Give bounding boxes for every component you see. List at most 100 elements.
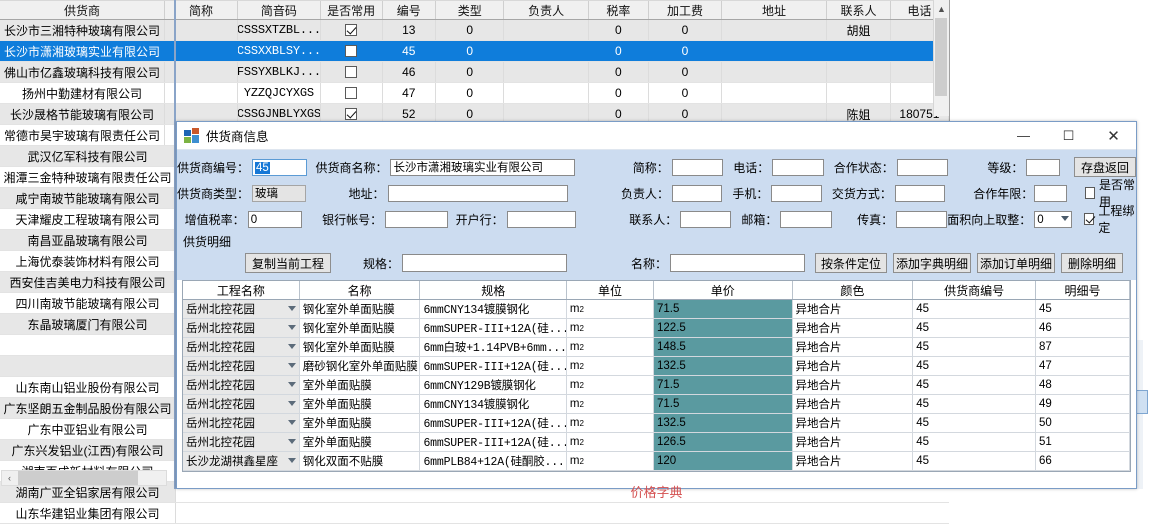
- common-checkbox[interactable]: [345, 108, 358, 120]
- detail-row[interactable]: 岳州北控花园 室外单面贴膜 6mmSUPER-III+12A(硅... m 2 132.5…: [183, 414, 1130, 433]
- delivery-label: 交货方式：: [831, 186, 892, 201]
- chevron-down-icon[interactable]: [287, 344, 296, 349]
- detail-row[interactable]: 岳州北控花园 钢化室外单面贴膜 6mmCNY134镀膜钢化 m 2 71.5 异地合片 45 4…: [183, 300, 1130, 319]
- area-round-select[interactable]: 0: [1034, 210, 1073, 228]
- supplier-col-header[interactable]: 负责人: [504, 1, 589, 19]
- table-row[interactable]: 山东华建铝业集团有限公司: [0, 503, 949, 524]
- detail-col-header[interactable]: 名称: [300, 281, 421, 299]
- bank-account-input[interactable]: [385, 210, 448, 228]
- chevron-down-icon[interactable]: [287, 420, 296, 425]
- vat-input[interactable]: 0: [247, 210, 303, 228]
- detail-row[interactable]: 岳州北控花园 室外单面贴膜 6mmCNY134镀膜钢化 m 2 71.5 异地合片 45 49: [183, 395, 1130, 414]
- detail-col-header[interactable]: 供货商编号: [913, 281, 1036, 299]
- supplier-col-header[interactable]: 联系人: [827, 1, 891, 19]
- supplier-grid-vscrollbar[interactable]: ▲: [933, 0, 949, 116]
- minimize-icon[interactable]: —: [1017, 128, 1030, 143]
- add-order-detail-button[interactable]: 添加订单明细: [977, 253, 1055, 273]
- level-input[interactable]: [1026, 158, 1060, 176]
- detail-col-header[interactable]: 工程名称: [183, 281, 300, 299]
- chevron-down-icon[interactable]: [287, 458, 296, 463]
- detail-row[interactable]: 岳州北控花园 室外单面贴膜 6mmCNY129B镀膜钢化 m 2 71.5 异地合片 45 48: [183, 376, 1130, 395]
- is-common-checkbox[interactable]: 是否常用: [1085, 176, 1136, 210]
- detail-cell: 71.5: [654, 300, 793, 318]
- detail-col-header[interactable]: 明细号: [1036, 281, 1130, 299]
- chevron-down-icon[interactable]: [287, 363, 296, 368]
- table-row[interactable]: 佛山市亿鑫玻璃科技有限公司 FSSYXBLKJ... 46 0 0 0: [0, 62, 949, 83]
- supplier-col-header[interactable]: 类型: [436, 1, 505, 19]
- supplier-name-input[interactable]: 长沙市潇湘玻璃实业有限公司: [390, 158, 576, 176]
- supplier-col-header[interactable]: 简称: [164, 1, 239, 19]
- delete-detail-button[interactable]: 删除明细: [1061, 253, 1123, 273]
- mobile-input[interactable]: [771, 184, 822, 202]
- supplier-col-header[interactable]: 加工费: [648, 1, 723, 19]
- dialog-titlebar[interactable]: 供货商信息 — ☐ ✕: [177, 122, 1136, 150]
- table-row[interactable]: 长沙市潇湘玻璃实业有限公司 CSSXXBLSY... 45 0 0 0: [0, 41, 949, 62]
- owner-label: 负责人：: [621, 186, 670, 201]
- detail-col-header[interactable]: 规格: [420, 281, 567, 299]
- scroll-up-icon[interactable]: ▲: [937, 3, 946, 14]
- project-bind-checkbox-box[interactable]: [1084, 213, 1095, 225]
- chevron-down-icon[interactable]: [287, 382, 296, 387]
- table-cell: [722, 83, 828, 103]
- add-dict-detail-button[interactable]: 添加字典明细: [893, 253, 971, 273]
- maximize-icon[interactable]: ☐: [1062, 127, 1075, 143]
- detail-cell: 45: [1036, 300, 1130, 318]
- common-checkbox[interactable]: [345, 66, 358, 78]
- detail-cell: 异地合片: [793, 300, 914, 318]
- detail-row[interactable]: 岳州北控花园 钢化室外单面贴膜 6mmSUPER-III+12A(硅... m 2 122…: [183, 319, 1130, 338]
- detail-row[interactable]: 岳州北控花园 室外单面贴膜 6mmSUPER-III+12A(硅... m 2 126.5…: [183, 433, 1130, 452]
- locate-by-condition-button[interactable]: 按条件定位: [815, 253, 887, 273]
- email-input[interactable]: [780, 210, 832, 228]
- outer-scroll-rail[interactable]: [1136, 340, 1143, 489]
- save-return-button[interactable]: 存盘返回: [1073, 157, 1136, 177]
- common-checkbox[interactable]: [345, 87, 358, 99]
- coop-state-input[interactable]: [896, 158, 949, 176]
- common-checkbox[interactable]: [345, 24, 358, 36]
- detail-row[interactable]: 长沙龙湖祺鑫星座 钢化双面不贴膜 6mmPLB84+12A(硅酮胶... m 2 120 异…: [183, 452, 1130, 471]
- abbr-input[interactable]: [671, 158, 724, 176]
- is-common-checkbox-box[interactable]: [1085, 187, 1095, 199]
- detail-row[interactable]: 岳州北控花园 磨砂钢化室外单面贴膜 6mmSUPER-III+12A(硅... m 2 1…: [183, 357, 1130, 376]
- table-row[interactable]: 扬州中勤建材有限公司 YZZQJCYXGS 47 0 0 0: [0, 83, 949, 104]
- chevron-down-icon[interactable]: [287, 401, 296, 406]
- owner-input[interactable]: [672, 184, 723, 202]
- table-row[interactable]: 长沙市三湘特种玻璃有限公司 CSSSXTZBL... 13 0 0 0 胡姐: [0, 20, 949, 41]
- delivery-input[interactable]: [894, 184, 946, 202]
- chevron-down-icon[interactable]: [287, 325, 296, 330]
- coop-years-input[interactable]: [1034, 184, 1068, 202]
- contact-input[interactable]: [680, 210, 732, 228]
- hscrollbar-thumb[interactable]: [18, 471, 138, 485]
- project-bind-checkbox[interactable]: 工程绑定: [1084, 202, 1136, 236]
- chevron-down-icon[interactable]: [287, 306, 296, 311]
- supplier-col-header[interactable]: 编号: [382, 1, 437, 19]
- detail-col-header[interactable]: 颜色: [793, 281, 914, 299]
- address-input[interactable]: [387, 184, 568, 202]
- supplier-col-header[interactable]: 供货商: [0, 1, 165, 19]
- detail-row[interactable]: 岳州北控花园 钢化室外单面贴膜 6mm白玻+1.14PVB+6mm... m 2 148.…: [183, 338, 1130, 357]
- supplier-no-input[interactable]: 45: [252, 158, 307, 176]
- detail-cell: 岳州北控花园: [183, 357, 300, 375]
- tel-input[interactable]: [772, 158, 824, 176]
- name-filter-input[interactable]: [670, 254, 805, 272]
- table-cell: 东晶玻璃厦门有限公司: [0, 314, 176, 334]
- scrollbar-thumb[interactable]: [935, 18, 947, 96]
- chevron-down-icon[interactable]: [287, 439, 296, 444]
- common-checkbox[interactable]: [345, 45, 358, 57]
- supplier-col-header[interactable]: 简音码: [238, 1, 321, 19]
- detail-col-header[interactable]: 单位: [567, 281, 655, 299]
- fax-input[interactable]: [896, 210, 948, 228]
- spec-filter-label: 规格：: [362, 256, 399, 271]
- table-row[interactable]: 长沙晟格节能玻璃有限公司 CSSGJNBLYXGS 52 0 0 0 陈姐 180751: [0, 104, 949, 125]
- supplier-type-input[interactable]: 玻璃: [252, 184, 306, 202]
- detail-col-header[interactable]: 单价: [654, 281, 793, 299]
- spec-filter-input[interactable]: [402, 254, 567, 272]
- supplier-col-header[interactable]: 是否常用: [320, 1, 383, 19]
- supplier-col-header[interactable]: 税率: [588, 1, 649, 19]
- copy-current-project-button[interactable]: 复制当前工程: [245, 253, 331, 273]
- supplier-list-hscrollbar[interactable]: ‹: [1, 470, 167, 486]
- close-icon[interactable]: ✕: [1107, 127, 1120, 145]
- bank-name-input[interactable]: [506, 210, 577, 228]
- scroll-left-icon[interactable]: ‹: [8, 473, 11, 483]
- supplier-col-header[interactable]: 地址: [722, 1, 828, 19]
